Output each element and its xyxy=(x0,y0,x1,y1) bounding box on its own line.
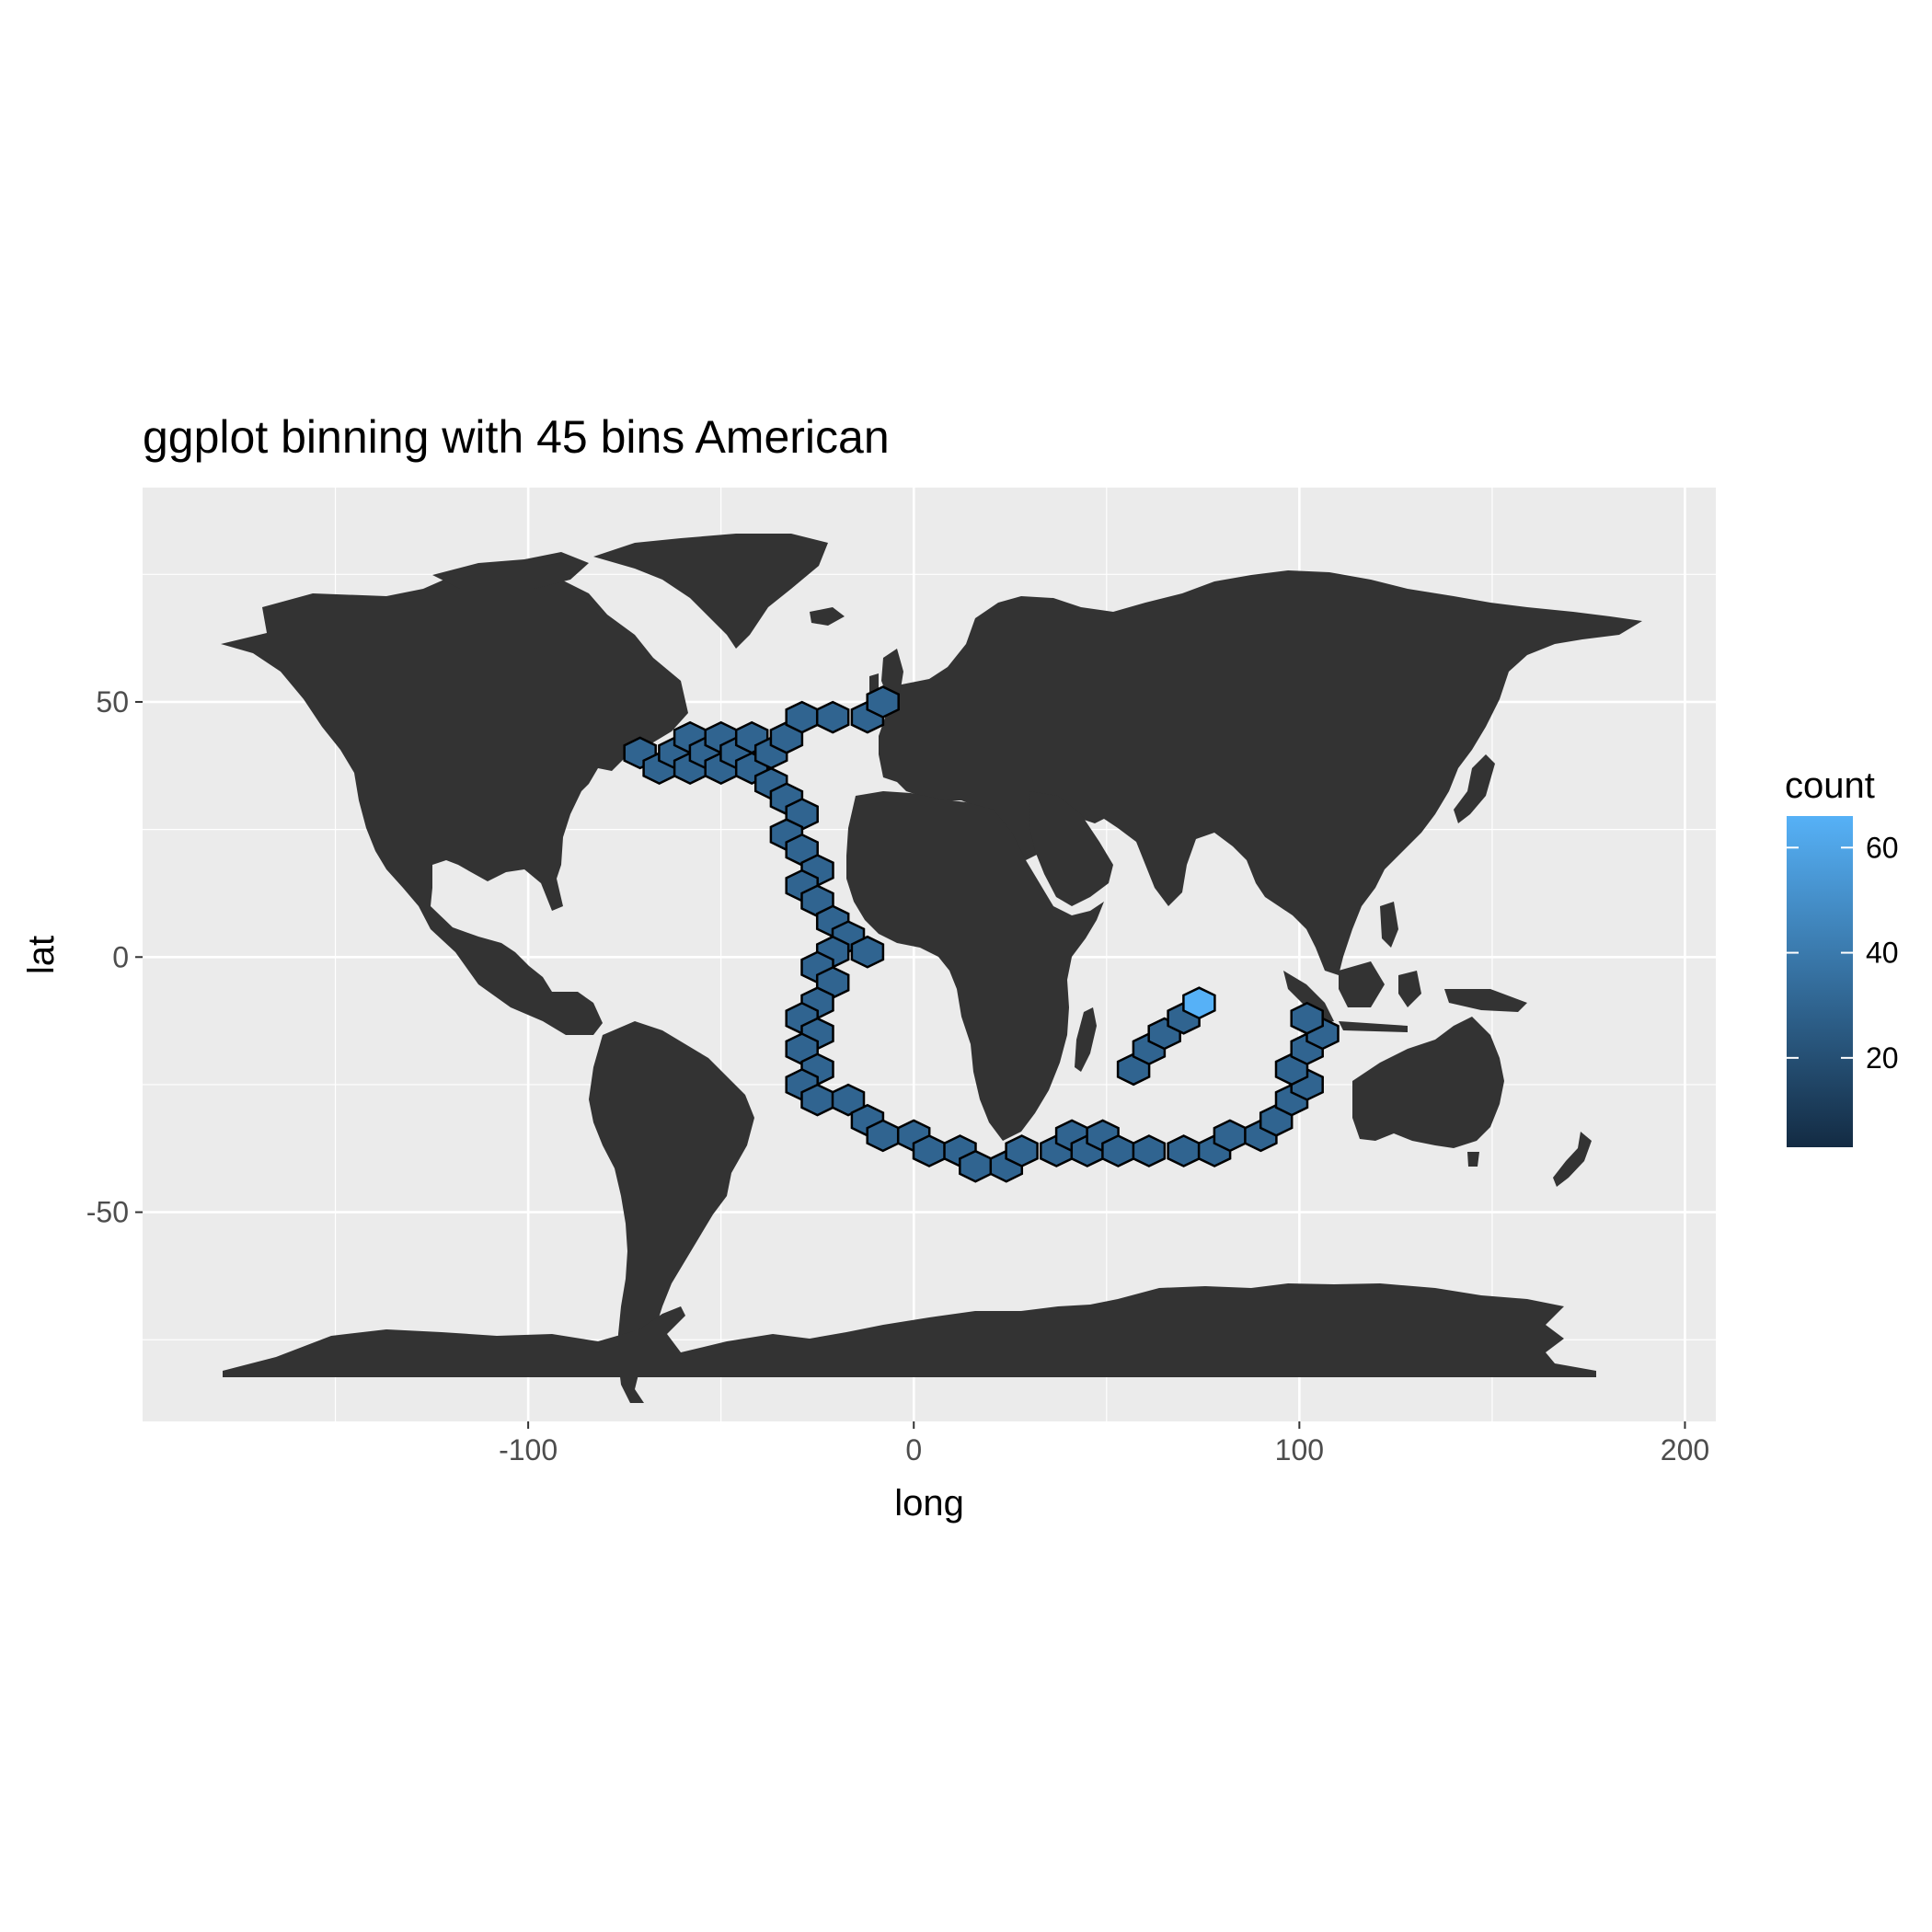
hexbin-cell xyxy=(815,700,850,734)
land-east-asian-islands xyxy=(1380,754,1495,948)
land-british-isles xyxy=(810,607,903,697)
legend-tick-label: 20 xyxy=(1866,1041,1899,1075)
land-south-america xyxy=(589,1021,754,1403)
legend-tick-label: 40 xyxy=(1866,937,1899,970)
land-new-zealand xyxy=(1553,1132,1592,1187)
land-africa xyxy=(846,791,1104,1141)
hexbin-cell xyxy=(1167,1134,1201,1167)
x-axis: -100 0 100 200 xyxy=(499,1421,1709,1466)
hexbin-cell xyxy=(866,685,900,719)
y-tick-label: -50 xyxy=(86,1196,129,1229)
land-greenland xyxy=(593,534,828,649)
y-tick-label: 0 xyxy=(112,940,129,973)
x-tick-label: -100 xyxy=(499,1433,558,1466)
y-axis: 50 0 -50 xyxy=(86,685,143,1229)
hexbin-cell xyxy=(959,1149,993,1183)
land-eurasia xyxy=(879,570,1642,975)
hexbin-cell xyxy=(800,1083,834,1117)
land-arctic-islands xyxy=(432,552,589,589)
land-tasmania xyxy=(1467,1152,1479,1167)
hexbin-cell xyxy=(850,935,885,969)
y-tick-label: 50 xyxy=(96,685,129,719)
land-north-america xyxy=(221,566,688,1035)
x-tick-label: 100 xyxy=(1275,1433,1324,1466)
chart-title: ggplot binning with 45 bins American xyxy=(143,411,890,463)
land-madagascar xyxy=(1075,1007,1097,1072)
land-arabia xyxy=(1029,791,1113,906)
hexbin-cell xyxy=(1101,1134,1135,1167)
legend: count 20 40 60 xyxy=(1785,765,1899,1147)
land-antarctica xyxy=(223,1283,1596,1377)
legend-tick-label: 60 xyxy=(1866,831,1899,864)
hexbin-cell xyxy=(912,1134,947,1167)
legend-colorbar xyxy=(1787,816,1853,1147)
hexbin-cell xyxy=(866,1119,900,1153)
legend-title: count xyxy=(1785,765,1875,806)
hexbin-cell xyxy=(1182,986,1216,1020)
hexbin-cell xyxy=(1132,1134,1167,1167)
land-maritime-southeast-asia xyxy=(1283,961,1527,1032)
world-map xyxy=(221,534,1642,1403)
x-tick-label: 0 xyxy=(905,1433,922,1466)
x-tick-label: 200 xyxy=(1661,1433,1709,1466)
x-axis-title: long xyxy=(894,1483,964,1524)
y-axis-title: lat xyxy=(21,936,62,974)
hexbin-cell xyxy=(1290,1001,1324,1035)
hexbin-cell xyxy=(1005,1134,1039,1167)
hexbin-cell xyxy=(1213,1119,1248,1153)
hexbin-layer xyxy=(623,685,1340,1183)
hexbin-cell xyxy=(785,700,819,734)
land-australia xyxy=(1352,1017,1504,1148)
